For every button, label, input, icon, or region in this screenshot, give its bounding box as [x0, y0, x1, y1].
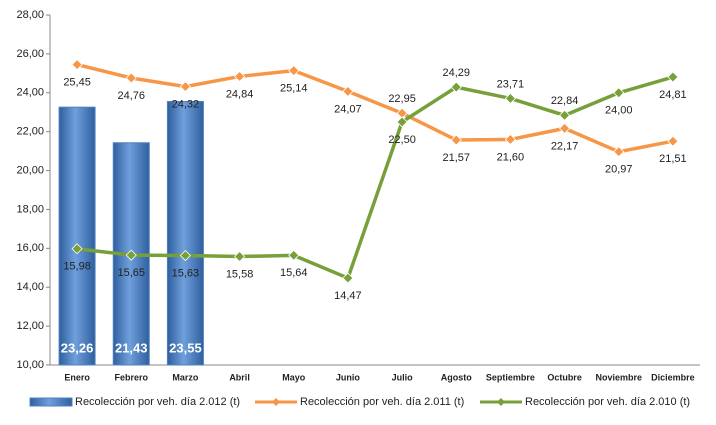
marker [667, 135, 679, 147]
bar-value-label: 21,43 [115, 340, 148, 355]
marker [559, 109, 571, 121]
value-label: 15,98 [63, 261, 91, 273]
marker [396, 116, 408, 128]
marker [179, 80, 191, 93]
x-tick-label: Octubre [547, 372, 582, 382]
marker [613, 87, 625, 99]
y-tick-label: 28,00 [16, 9, 44, 21]
value-label: 24,29 [442, 67, 470, 79]
value-label: 22,84 [551, 95, 579, 107]
legend-label: Recolección por veh. día 2.011 (t) [300, 396, 464, 408]
bar [166, 101, 204, 366]
value-label: 22,17 [551, 140, 579, 152]
value-label: 15,64 [280, 267, 308, 279]
value-label: 24,84 [226, 88, 254, 100]
line [76, 75, 674, 281]
marker [504, 133, 516, 146]
value-label: 14,47 [334, 290, 362, 302]
x-tick-label: Diciembre [651, 372, 695, 382]
legend-swatch [29, 397, 73, 407]
x-tick-label: Febrero [114, 372, 148, 382]
x-tick-label: Noviembre [595, 372, 642, 382]
x-tick-label: Septiembre [486, 372, 535, 382]
y-tick-label: 24,00 [16, 87, 44, 99]
value-label: 24,76 [117, 90, 145, 102]
value-label: 21,51 [659, 153, 687, 165]
y-tick-label: 26,00 [16, 48, 44, 60]
marker [450, 81, 462, 93]
legend-marker [497, 398, 505, 406]
x-tick-label: Mayo [282, 372, 306, 382]
x-tick-label: Abril [229, 372, 250, 382]
value-label: 22,50 [388, 134, 416, 146]
bar-value-label: 23,55 [169, 340, 202, 355]
legend-label: Recolección por veh. día 2.010 (t) [525, 396, 690, 408]
y-tick-label: 22,00 [16, 126, 44, 138]
marker [450, 134, 462, 146]
value-label: 15,65 [117, 267, 145, 279]
marker [667, 71, 679, 83]
value-label: 21,57 [442, 152, 470, 164]
bar-value-label: 23,26 [61, 340, 94, 355]
value-label: 24,00 [605, 105, 633, 117]
x-tick-label: Enero [64, 372, 90, 382]
x-tick-label: Julio [392, 372, 414, 382]
marker [288, 65, 300, 77]
marker [559, 122, 571, 134]
value-label: 21,60 [497, 151, 525, 163]
value-label: 25,14 [280, 83, 308, 95]
value-label: 24,81 [659, 89, 687, 101]
marker [71, 59, 83, 71]
marker [613, 146, 625, 158]
x-tick-label: Agosto [441, 372, 472, 382]
value-label: 22,95 [388, 93, 416, 105]
y-tick-label: 10,00 [16, 359, 44, 371]
marker [504, 92, 516, 104]
bar [58, 106, 96, 366]
x-tick-label: Marzo [172, 372, 199, 382]
value-label: 15,63 [172, 267, 200, 279]
value-label: 23,71 [497, 78, 525, 90]
marker [125, 249, 137, 261]
value-label: 24,32 [172, 98, 200, 110]
marker [234, 250, 246, 263]
marker [288, 249, 300, 261]
y-tick-label: 14,00 [16, 281, 44, 293]
y-tick-label: 18,00 [16, 203, 44, 215]
marker [179, 249, 191, 262]
value-label: 25,45 [63, 76, 91, 88]
value-label: 20,97 [605, 164, 633, 176]
x-tick-label: Junio [336, 372, 361, 382]
y-tick-label: 12,00 [16, 320, 44, 332]
marker [342, 272, 354, 284]
legend-marker [272, 398, 280, 406]
y-tick-label: 20,00 [16, 164, 44, 176]
legend-label: Recolección por veh. día 2.012 (t) [75, 396, 240, 408]
value-label: 24,07 [334, 103, 362, 115]
y-tick-label: 16,00 [16, 242, 44, 254]
value-label: 15,58 [226, 268, 254, 280]
marker [234, 70, 246, 83]
marker [125, 72, 137, 84]
line [76, 62, 674, 154]
marker [342, 85, 354, 97]
marker [71, 243, 83, 255]
